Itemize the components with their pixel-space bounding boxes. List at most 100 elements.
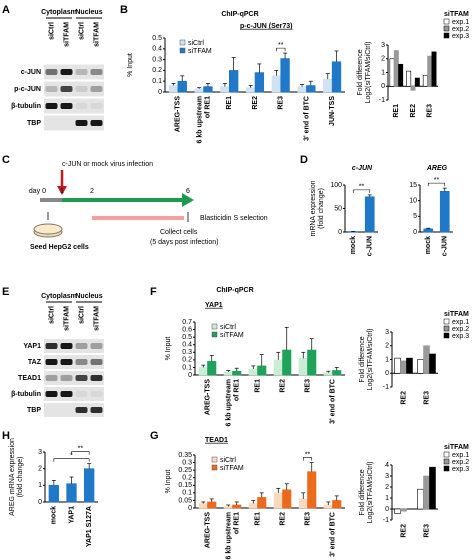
lane-label: siTFAM [93, 306, 100, 331]
band [90, 69, 103, 75]
y-tick-label: 0 [385, 506, 389, 513]
band [90, 407, 103, 413]
band [45, 375, 58, 381]
legend-swatch [443, 18, 450, 25]
dish [33, 223, 63, 235]
y-tick-label: 2 [385, 343, 389, 350]
x-tick-label: RE3 [304, 379, 311, 393]
y-tick-label: 1 [385, 356, 389, 363]
row-label: TAZ [28, 359, 42, 366]
y-axis-label: % Input [127, 53, 134, 77]
x-tick-label: RE2 [279, 512, 286, 526]
legend-label: siCtrl [220, 457, 236, 464]
panel-letter: A [2, 4, 10, 16]
band [45, 359, 58, 365]
bar [323, 504, 333, 509]
legend-swatch [443, 458, 450, 465]
band [45, 103, 58, 109]
bar [406, 70, 412, 87]
bar [257, 497, 267, 509]
y-tick-label: 2 [385, 484, 389, 491]
lane-label: siCtrl [78, 22, 85, 40]
band [75, 375, 88, 381]
bar [406, 357, 413, 374]
compartment-label: Cytoplasm [41, 9, 77, 16]
bar [422, 74, 428, 87]
panel-letter: D [300, 154, 308, 166]
legend-swatch [179, 39, 186, 46]
y-axis-label: mRNA expression [310, 180, 317, 236]
x-tick-label: RE2 [410, 104, 417, 118]
y-tick-label: 0.35 [178, 452, 192, 459]
blot-strip [44, 98, 104, 114]
bar [417, 359, 424, 374]
panel-letter: C [2, 154, 10, 166]
y-tick-label: 50 [334, 205, 342, 212]
bar [66, 483, 77, 503]
y-tick-label: 10 [409, 198, 417, 205]
legend-label: siCtrl [188, 40, 204, 47]
bar [398, 63, 404, 87]
bar [168, 85, 179, 93]
row-label: TBP [27, 120, 41, 127]
diagram-text: Blasticidin S selection [200, 215, 268, 222]
bar [423, 345, 430, 374]
band [45, 343, 58, 349]
legend-swatch [443, 25, 450, 32]
bar [332, 370, 342, 376]
band [45, 86, 58, 92]
blot-strip [44, 81, 104, 97]
y-axis-label: Log2(siTFAM/siCtrl) [365, 42, 372, 104]
x-tick-label: 6 kb upstreamof RE1 [197, 96, 212, 144]
bar [364, 196, 375, 233]
x-tick-label: YAP1 [68, 506, 75, 524]
legend-label: exp.3 [452, 466, 469, 473]
bar [400, 508, 407, 512]
lane-label: siTFAM [93, 22, 100, 47]
band [60, 359, 73, 365]
bar [429, 466, 436, 510]
label-line: of RE1 [233, 379, 240, 401]
band [75, 343, 88, 349]
bar [410, 85, 416, 91]
bar [307, 349, 317, 376]
x-tick-label: RE2 [400, 524, 407, 538]
bar [273, 359, 283, 376]
y-tick-label: 5 [413, 213, 417, 220]
band [75, 103, 88, 109]
lane-label: siCtrl [48, 22, 55, 40]
chart-title: ChIP-qPCR [216, 287, 253, 294]
x-tick-label: RE1 [254, 379, 261, 393]
y-axis-label: Log2(siTFAM/siCtrl) [367, 462, 374, 524]
y-tick-label: 0.25 [178, 467, 192, 474]
y-tick-label: 0.1 [152, 78, 162, 85]
y-axis-label: % Input [165, 337, 172, 361]
band [75, 69, 88, 75]
panel-letter: E [2, 286, 9, 298]
y-tick-label: 3 [38, 449, 42, 456]
compartment-label: Nucleus [75, 293, 102, 300]
y-tick-label: 0.4 [152, 46, 162, 53]
x-tick-label: RE3 [427, 104, 434, 118]
y-tick-label: 1 [38, 482, 42, 489]
significance-label: ** [359, 184, 365, 191]
x-tick-label: RE3 [423, 524, 430, 538]
x-tick-label: RE3 [278, 96, 285, 110]
bar [198, 367, 208, 376]
bar [323, 78, 333, 93]
y-tick-label: 4 [385, 462, 389, 469]
arrow-head [57, 186, 67, 195]
bar [332, 500, 342, 509]
x-tick-label: AREG-TSS [175, 96, 182, 133]
y-tick-label: 0 [381, 83, 385, 90]
band [90, 359, 103, 365]
blot-strip [44, 64, 104, 80]
chart-subtitle: YAP1 [205, 302, 223, 309]
bar [273, 492, 283, 509]
significance-label: ** [305, 451, 311, 458]
bar [228, 70, 239, 93]
diagram-text: Seed HepG2 cells [30, 244, 89, 251]
band [90, 343, 103, 349]
x-tick-label: YAP1 S127A [86, 506, 93, 547]
blot-strip [44, 403, 104, 417]
